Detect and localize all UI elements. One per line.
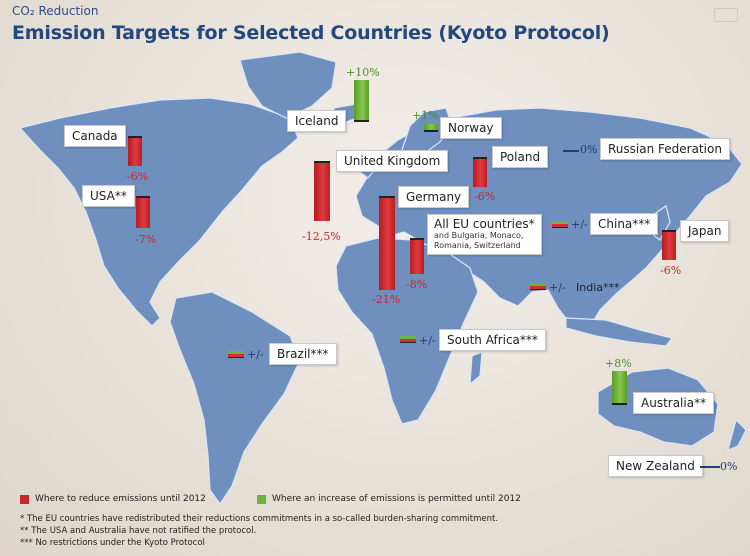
uk-bar bbox=[314, 161, 330, 221]
china-label: China*** bbox=[590, 213, 659, 235]
brazil-value: +/- bbox=[247, 348, 264, 361]
australia-label: Australia** bbox=[633, 392, 715, 414]
canada-label: Canada bbox=[64, 125, 126, 147]
iceland-label: Iceland bbox=[287, 110, 347, 132]
uk-value: -12,5% bbox=[302, 230, 341, 243]
norway-value: +1% bbox=[412, 109, 439, 122]
legend-reduce-text: Where to reduce emissions until 2012 bbox=[35, 494, 206, 504]
india-value: +/- bbox=[549, 281, 566, 294]
north-america-landmass bbox=[18, 97, 299, 327]
brazil-neutral-icon bbox=[228, 351, 244, 358]
south-africa-value: +/- bbox=[419, 334, 436, 347]
germany-label: Germany bbox=[398, 186, 470, 208]
iceland-bar bbox=[354, 80, 369, 122]
eu-label: All EU countries* and Bulgaria, Monaco, … bbox=[427, 214, 542, 255]
norway-label: Norway bbox=[440, 117, 502, 139]
eu-label-subtitle: and Bulgaria, Monaco, Romania, Switzerla… bbox=[434, 231, 524, 250]
china-neutral-icon bbox=[552, 221, 568, 228]
legend-reduce-swatch bbox=[20, 495, 29, 504]
indonesia-landmass bbox=[565, 317, 674, 347]
madagascar-landmass bbox=[469, 351, 483, 386]
india-neutral-icon bbox=[530, 283, 546, 290]
canada-value: -6% bbox=[127, 170, 149, 183]
page-title: Emission Targets for Selected Countries … bbox=[12, 22, 610, 44]
japan-bar bbox=[662, 230, 676, 260]
eu-bar bbox=[410, 238, 424, 274]
australia-value: +8% bbox=[605, 357, 632, 370]
new-zealand-zero-mark bbox=[700, 466, 720, 468]
south-africa-label: South Africa*** bbox=[439, 329, 546, 351]
eu-value: -8% bbox=[406, 278, 428, 291]
japan-label: Japan bbox=[680, 220, 730, 242]
eu-label-title: All EU countries* bbox=[434, 217, 535, 231]
germany-bar bbox=[379, 196, 395, 290]
poland-label: Poland bbox=[492, 146, 549, 168]
germany-value: -21% bbox=[372, 293, 401, 306]
canada-bar bbox=[128, 136, 142, 166]
footnote-eu: * The EU countries have redistributed th… bbox=[20, 514, 499, 524]
poland-value: -6% bbox=[474, 190, 496, 203]
new-zealand-landmass bbox=[727, 418, 747, 452]
japan-value: -6% bbox=[660, 264, 682, 277]
india-label: India*** bbox=[576, 281, 620, 294]
usa-value: -7% bbox=[135, 233, 157, 246]
footnote-usa-australia: ** The USA and Australia have not ratifi… bbox=[20, 526, 257, 536]
legend-increase-text: Where an increase of emissions is permit… bbox=[272, 494, 521, 504]
australia-bar bbox=[612, 371, 627, 405]
legend-increase-swatch bbox=[257, 495, 266, 504]
brazil-label: Brazil*** bbox=[269, 343, 337, 365]
south-africa-neutral-icon bbox=[400, 336, 416, 343]
poland-bar bbox=[473, 157, 487, 187]
page-subtitle: CO₂ Reduction bbox=[12, 4, 99, 18]
iceland-value: +10% bbox=[346, 66, 380, 79]
usa-bar bbox=[136, 196, 150, 228]
new-zealand-label: New Zealand bbox=[608, 455, 703, 477]
new-zealand-value: 0% bbox=[720, 460, 738, 473]
uk-label: United Kingdom bbox=[336, 150, 449, 172]
south-america-landmass bbox=[169, 291, 301, 506]
greenland-landmass bbox=[239, 51, 337, 119]
russia-label: Russian Federation bbox=[600, 138, 730, 160]
china-value: +/- bbox=[571, 218, 588, 231]
usa-label: USA** bbox=[82, 185, 135, 207]
russia-zero-mark bbox=[563, 150, 579, 152]
logo-icon bbox=[714, 8, 738, 22]
russia-value: 0% bbox=[580, 143, 598, 156]
footnote-no-restrictions: *** No restrictions under the Kyoto Prot… bbox=[20, 538, 205, 548]
norway-bar bbox=[424, 124, 438, 132]
